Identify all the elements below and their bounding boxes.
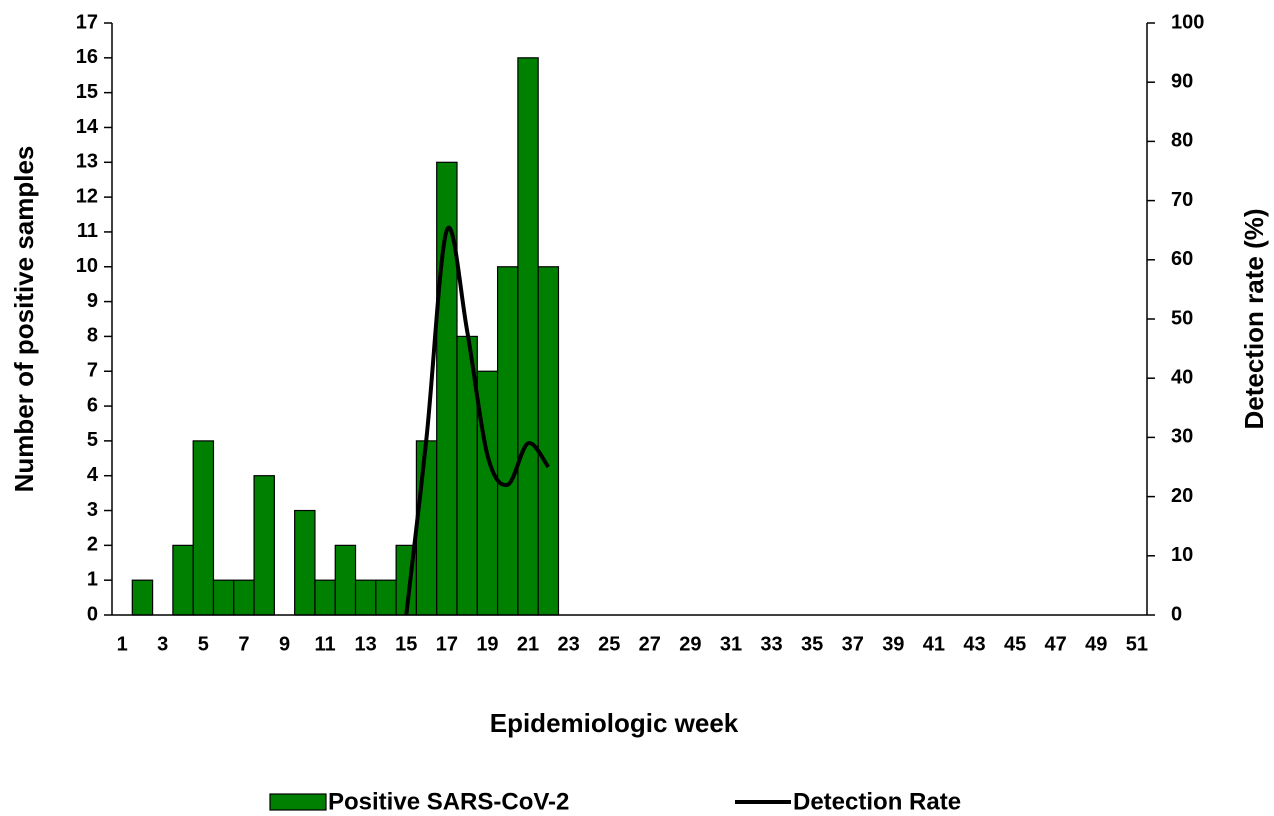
x-tick-label: 51 [1126,633,1148,655]
x-tick-label: 25 [598,633,620,655]
x-tick-label: 29 [679,633,701,655]
legend-label: Detection Rate [793,788,961,815]
legend-swatch [269,793,327,811]
x-tick-label: 15 [395,633,417,655]
x-tick-label: 5 [198,633,209,655]
y-tick-label: 6 [87,394,98,416]
y2-tick-label: 0 [1171,603,1182,625]
y2-tick-label: 50 [1171,307,1193,329]
y-tick-label: 1 [87,568,98,590]
y2-tick-label: 20 [1171,485,1193,507]
x-tick-label: 37 [842,633,864,655]
x-tick-label: 39 [882,633,904,655]
x-axis-title: Epidemiologic week [490,708,739,738]
x-tick-label: 23 [557,633,579,655]
x-tick-label: 43 [963,633,985,655]
bar [415,440,438,616]
x-tick-label: 47 [1045,633,1067,655]
y-tick-label: 5 [87,429,98,451]
x-tick-label: 7 [238,633,249,655]
y-tick-label: 10 [76,255,98,277]
bar [375,579,397,616]
y-tick-label: 16 [76,46,98,68]
bar [496,266,519,616]
x-tick-label: 13 [355,633,377,655]
y2-tick-label: 30 [1171,426,1193,448]
x-tick-label: 49 [1085,633,1107,655]
x-tick-label: 19 [476,633,498,655]
y-tick-label: 11 [77,220,98,242]
bar [334,544,357,616]
x-tick-label: 11 [315,633,336,655]
y-axis-title: Number of positive samples [9,146,39,493]
bar [314,579,336,616]
x-tick-label: 17 [436,633,458,655]
y2-tick-label: 70 [1171,189,1193,211]
legend-label: Positive SARS-CoV-2 [328,788,569,815]
y-tick-label: 7 [87,360,98,382]
y-tick-label: 17 [76,11,98,33]
x-tick-label: 3 [157,633,168,655]
y-tick-label: 9 [87,290,98,312]
y-tick-label: 0 [87,603,98,625]
x-tick-label: 33 [760,633,782,655]
x-tick-label: 21 [517,633,539,655]
y-tick-label: 14 [76,116,99,138]
bar [253,475,275,616]
y2-tick-label: 90 [1171,70,1193,92]
bar [294,509,316,616]
x-tick-label: 9 [279,633,290,655]
bar [354,579,377,616]
y-tick-label: 12 [76,185,98,207]
y-tick-label: 8 [87,325,98,347]
y2-tick-label: 100 [1171,11,1204,33]
y-tick-label: 3 [87,499,98,521]
x-tick-label: 27 [639,633,661,655]
line [404,225,550,616]
y2-tick-label: 80 [1171,130,1193,152]
bar [233,579,255,616]
y2-tick-label: 60 [1171,248,1193,270]
x-tick-label: 1 [117,633,128,655]
y2-tick-label: 40 [1171,366,1193,388]
y2-tick-label: 10 [1171,544,1193,566]
bar [517,57,539,616]
x-tick-label: 41 [923,633,945,655]
bar [172,544,194,616]
y-tick-label: 2 [87,534,98,556]
bar [192,440,215,616]
y-tick-label: 15 [76,81,98,103]
bar [212,579,235,616]
x-tick-label: 31 [720,633,742,655]
y-tick-label: 13 [76,151,98,173]
bar [131,579,154,616]
bar [537,266,560,616]
y-tick-label: 4 [87,464,99,486]
y2-axis-title: Detection rate (%) [1239,208,1269,429]
x-tick-label: 35 [801,633,823,655]
x-tick-label: 45 [1004,633,1026,655]
